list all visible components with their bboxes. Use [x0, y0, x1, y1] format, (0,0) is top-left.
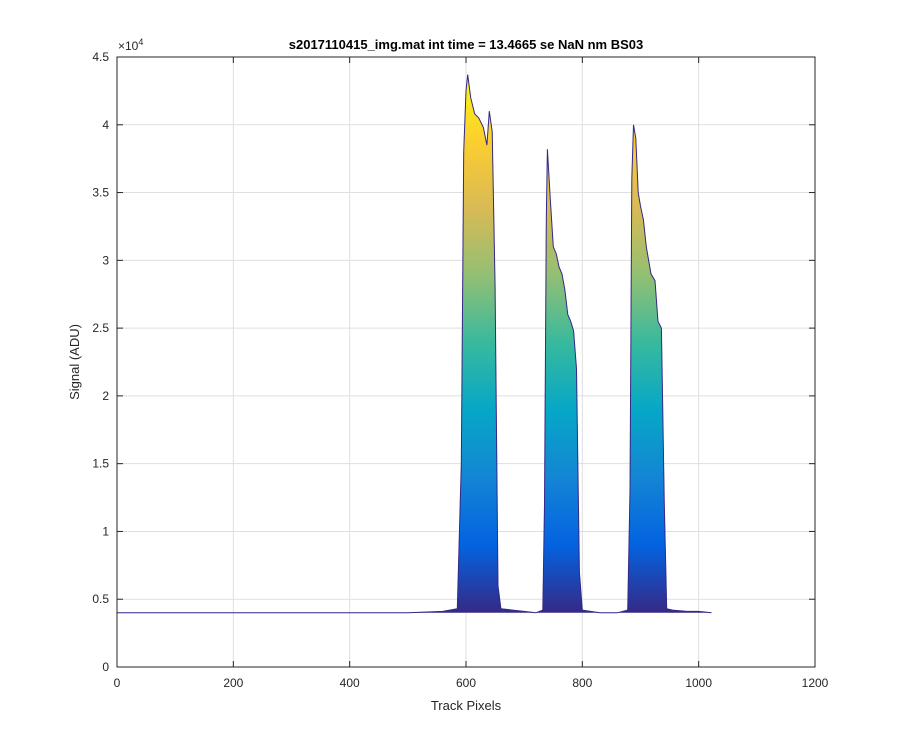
- x-tick-label: 1200: [802, 676, 829, 690]
- x-tick-label: 400: [340, 676, 360, 690]
- y-tick-label: 3: [102, 253, 109, 267]
- y-tick-label: 3.5: [92, 186, 109, 200]
- y-tick-label: 4: [102, 118, 109, 132]
- signal-surface: [117, 74, 712, 613]
- y-tick-label: 4.5: [92, 50, 109, 64]
- x-tick-label: 200: [223, 676, 243, 690]
- x-axis: 0 200 400 600 800 1000 1200: [114, 57, 829, 690]
- x-tick-label: 600: [456, 676, 476, 690]
- y-axis-label: Signal (ADU): [67, 324, 82, 400]
- y-tick-label: 2.5: [92, 321, 109, 335]
- y-tick-label: 2: [102, 389, 109, 403]
- x-tick-label: 0: [114, 676, 121, 690]
- signal-envelope: [117, 74, 712, 614]
- y-exponent-label: ×104: [118, 37, 143, 53]
- chart-title: s2017110415_img.mat int time = 13.4665 s…: [289, 37, 643, 52]
- y-tick-label: 1: [102, 524, 109, 538]
- x-tick-label: 800: [572, 676, 592, 690]
- plot-area: [117, 74, 712, 614]
- x-axis-label: Track Pixels: [431, 698, 502, 713]
- y-exponent-power: 4: [138, 37, 143, 47]
- signal-baseline: [117, 74, 712, 614]
- y-tick-label: 1.5: [92, 457, 109, 471]
- y-axis: 0 0.5 1 1.5 2 2.5 3 3.5 4 4.5: [92, 50, 815, 674]
- y-tick-label: 0: [102, 660, 109, 674]
- x-tick-label: 1000: [685, 676, 712, 690]
- y-tick-label: 0.5: [92, 592, 109, 606]
